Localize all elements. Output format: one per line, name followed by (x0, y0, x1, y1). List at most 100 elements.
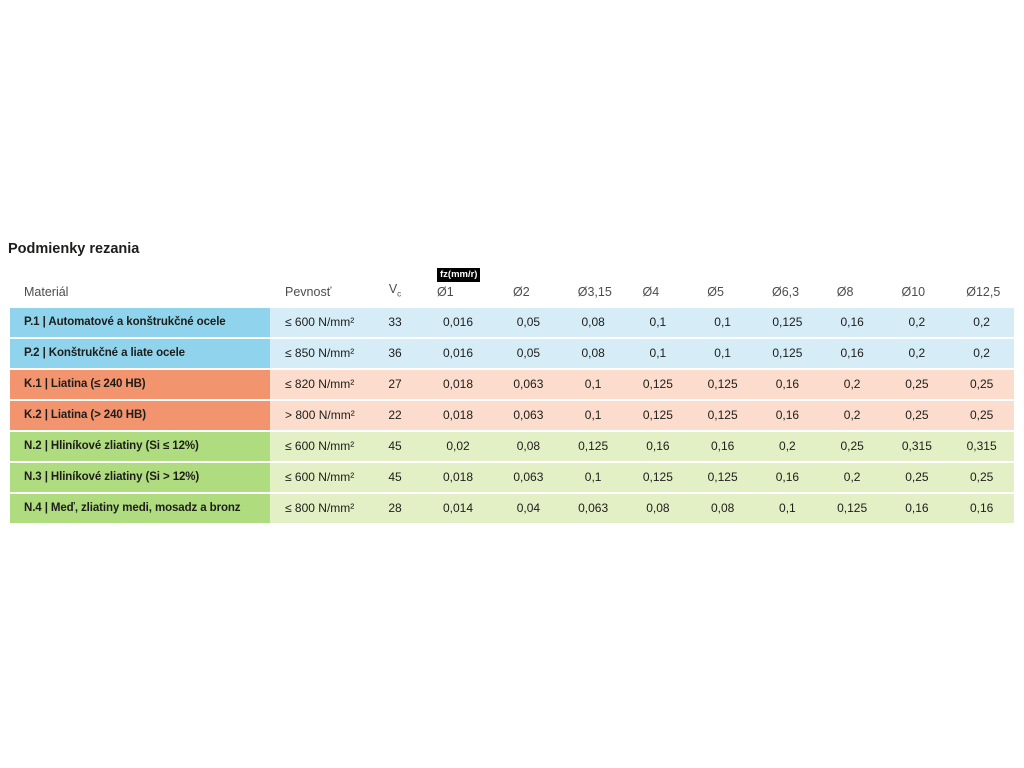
feed-cell: 0,1 (714, 315, 731, 329)
feed-cell: 0,2 (973, 346, 990, 360)
col-header-diameter: Ø4 (626, 285, 691, 299)
feed-cell: 0,016 (442, 315, 474, 329)
material-cell: P.1 | Automatové a konštrukčné ocele (10, 307, 270, 337)
col-header-diameter: Ø10 (885, 285, 950, 299)
material-cell: N.3 | Hliníkové zliatiny (Si > 12%) (10, 462, 270, 492)
diameter-header-label: Ø4 (642, 284, 660, 299)
diameter-header-label: Ø1 (437, 284, 454, 299)
material-cell: P.2 | Konštrukčné a liate ocele (10, 338, 270, 368)
table-body: P.1 | Automatové a konštrukčné ocele ≤ 60… (10, 307, 1014, 523)
feed-cell: 0,315 (901, 439, 932, 453)
table-row: N.4 | Meď, zliatiny medi, mosadz a bronz… (10, 493, 1014, 523)
feed-cell: 0,08 (516, 439, 541, 453)
col-header-material: Materiál (24, 284, 69, 299)
vc-cell: 27 (388, 377, 402, 391)
feed-cell: 0,1 (649, 315, 667, 329)
col-header-diameter: Ø12,5 (949, 285, 1014, 299)
fz-unit-badge: fz(mm/r) (437, 268, 481, 282)
feed-cell: 0,125 (578, 439, 609, 453)
feed-cell: 0,125 (642, 470, 673, 484)
feed-cell: 0,05 (516, 346, 541, 360)
feed-cell: 0,1 (584, 377, 602, 391)
feed-cell: 0,063 (513, 408, 544, 422)
strength-cell: ≤ 600 N/mm² (285, 439, 355, 453)
feed-cell: 0,25 (969, 470, 994, 484)
material-cell: N.2 | Hliníkové zliatiny (Si ≤ 12%) (10, 431, 270, 461)
feed-cell: 0,16 (646, 439, 670, 453)
feed-cell: 0,2 (843, 377, 861, 391)
feed-cell: 0,05 (516, 315, 541, 329)
feed-cell: 0,2 (908, 315, 926, 329)
feed-cell: 0,063 (578, 501, 609, 515)
strength-cell: ≤ 800 N/mm² (285, 501, 355, 515)
feed-cell: 0,16 (775, 377, 800, 391)
feed-cell: 0,2 (779, 439, 796, 453)
col-header-diameter: Ø3,15 (561, 285, 626, 299)
feed-cell: 0,125 (707, 470, 738, 484)
strength-cell: ≤ 820 N/mm² (285, 377, 355, 391)
feed-cell: 0,16 (710, 439, 735, 453)
feed-cell: 0,1 (779, 501, 796, 515)
feed-cell: 0,125 (707, 377, 738, 391)
vc-cell: 33 (388, 315, 402, 329)
vc-subscript: c (397, 289, 402, 299)
feed-cell: 0,315 (966, 439, 997, 453)
feed-cell: 0,016 (442, 346, 474, 360)
feed-cell: 0,02 (446, 439, 470, 453)
diameter-header-label: Ø2 (513, 284, 530, 299)
diameter-header-label: Ø5 (707, 284, 724, 299)
strength-cell: ≤ 600 N/mm² (285, 315, 355, 329)
table-row: K.2 | Liatina (> 240 HB) > 800 N/mm² 22 0,0… (10, 400, 1014, 430)
feed-cell: 0,2 (843, 408, 861, 422)
feed-cell: 0,25 (905, 470, 929, 484)
feed-cell: 0,125 (707, 408, 738, 422)
feed-cell: 0,04 (516, 501, 541, 515)
strength-cell: ≤ 850 N/mm² (285, 346, 355, 360)
feed-cell: 0,16 (905, 501, 929, 515)
vc-symbol: V (388, 282, 398, 296)
col-header-vc: Vc (370, 282, 420, 299)
vc-cell: 45 (388, 439, 402, 453)
table-row: N.2 | Hliníkové zliatiny (Si ≤ 12%) ≤ 600… (10, 431, 1014, 461)
col-header-diameter: Ø5 (690, 285, 755, 299)
feed-cell: 0,25 (905, 408, 929, 422)
diameter-header-label: Ø10 (901, 284, 926, 299)
feed-cell: 0,25 (969, 377, 994, 391)
col-header-diameter: Ø2 (496, 285, 561, 299)
strength-cell: > 800 N/mm² (285, 408, 355, 422)
feed-cell: 0,125 (772, 346, 803, 360)
feed-cell: 0,1 (584, 408, 602, 422)
material-cell: K.2 | Liatina (> 240 HB) (10, 400, 270, 430)
feed-cell: 0,063 (513, 377, 544, 391)
table-row: P.2 | Konštrukčné a liate ocele ≤ 850 N/m… (10, 338, 1014, 368)
vc-cell: 22 (388, 408, 402, 422)
feed-cell: 0,1 (649, 346, 667, 360)
cutting-conditions-table: Materiál Pevnosť Vc fz(mm/r) Ø1 Ø2 Ø3,15 Ø4 Ø… (10, 268, 1014, 523)
feed-cell: 0,25 (840, 439, 864, 453)
table-row: P.1 | Automatové a konštrukčné ocele ≤ 60… (10, 307, 1014, 337)
feed-cell: 0,16 (775, 470, 800, 484)
feed-cell: 0,125 (642, 377, 673, 391)
feed-cell: 0,063 (513, 470, 544, 484)
diameter-header-label: Ø8 (836, 284, 854, 299)
table-row: N.3 | Hliníkové zliatiny (Si > 12%) ≤ 600… (10, 462, 1014, 492)
diameter-header-label: Ø6,3 (772, 284, 800, 299)
feed-cell: 0,2 (973, 315, 990, 329)
feed-cell: 0,2 (843, 470, 861, 484)
vc-cell: 28 (388, 501, 402, 515)
vc-cell: 36 (388, 346, 402, 360)
page: Podmienky rezania Materiál Pevnosť Vc fz… (8, 242, 1014, 523)
feed-cell: 0,08 (581, 346, 605, 360)
feed-cell: 0,125 (642, 408, 673, 422)
feed-cell: 0,25 (969, 408, 994, 422)
feed-cell: 0,018 (442, 377, 474, 391)
feed-cell: 0,16 (775, 408, 800, 422)
feed-cell: 0,1 (714, 346, 731, 360)
header-row: Materiál Pevnosť Vc fz(mm/r) Ø1 Ø2 Ø3,15 Ø4 Ø… (10, 268, 1014, 308)
feed-cell: 0,018 (442, 408, 474, 422)
feed-cell: 0,08 (581, 315, 605, 329)
feed-cell: 0,16 (969, 501, 994, 515)
diameter-header-label: Ø3,15 (577, 284, 612, 299)
feed-cell: 0,125 (772, 315, 803, 329)
col-header-diameter: Ø8 (820, 285, 885, 299)
